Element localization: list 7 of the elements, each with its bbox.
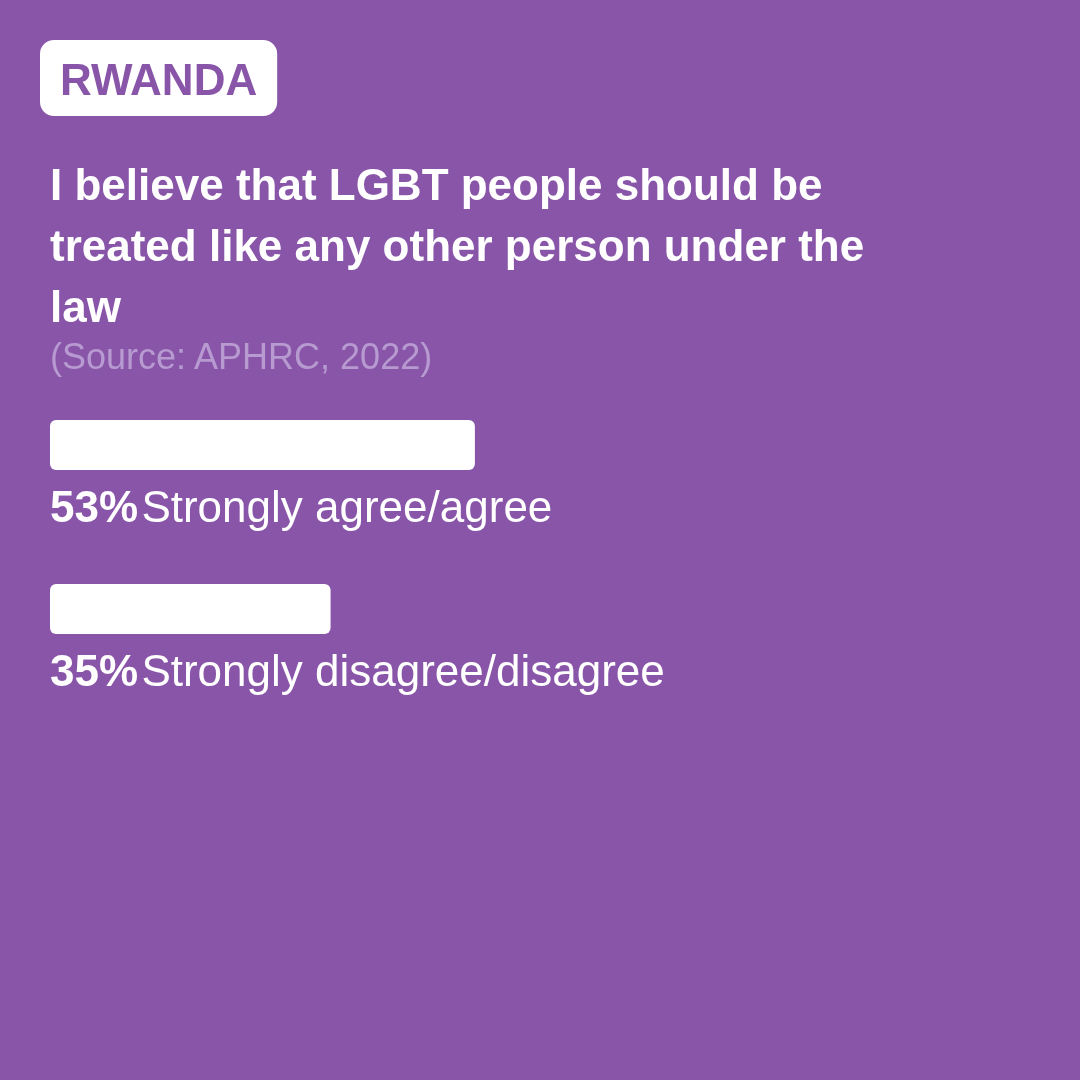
data-label: 53% <box>50 481 139 531</box>
y-tick-label: Strongly disagree/disagree <box>141 645 665 695</box>
data-label: 35% <box>50 645 139 695</box>
y-tick-label: Strongly agree/agree <box>141 481 553 531</box>
chart-title: I believe that LGBT people should be treated like any other person under the law <box>50 160 877 331</box>
text: (Source: APHRC, 2022) <box>50 335 433 377</box>
chart-subtitle: RWANDA <box>60 54 258 104</box>
